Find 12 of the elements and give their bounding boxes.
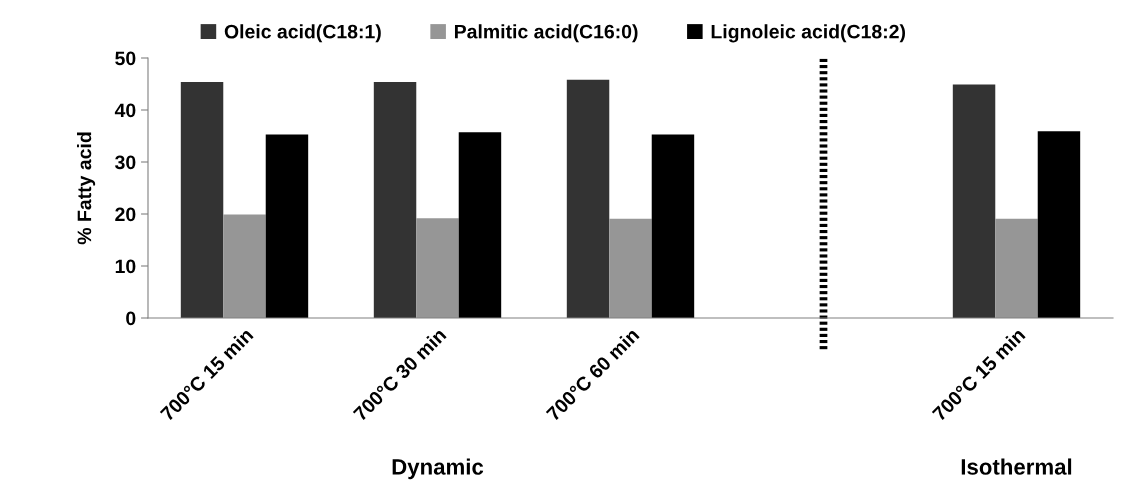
legend-label: Palmitic acid(C16:0) [454,24,638,43]
y-tick-label: 0 [126,311,136,326]
y-tick-label: 10 [115,259,136,274]
text: Dynamic [392,458,484,480]
legend-label: Oleic acid(C18:1) [224,24,381,43]
y-tick-label: 20 [115,207,136,222]
y-tick-label: 40 [114,103,136,118]
y-tick-label: 50 [115,51,136,66]
y-axis-title: % Fatty acid [77,132,96,245]
legend-label: Lignoleic acid(C18:2) [711,24,906,43]
text: Isothermal [961,458,1072,475]
y-tick-label: 30 [115,155,136,170]
